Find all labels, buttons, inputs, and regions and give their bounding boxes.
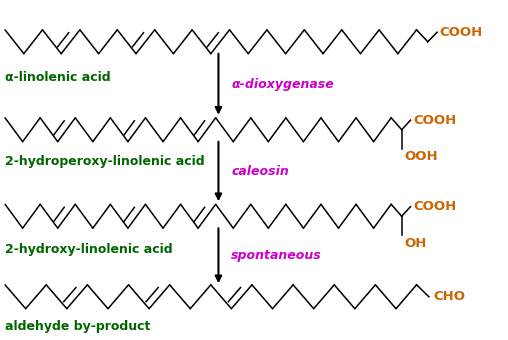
Text: COOH: COOH bbox=[439, 26, 483, 39]
Text: caleosin: caleosin bbox=[231, 165, 289, 178]
Text: COOH: COOH bbox=[413, 114, 456, 127]
Text: 2-hydroxy-linolenic acid: 2-hydroxy-linolenic acid bbox=[5, 242, 173, 256]
Text: α-dioxygenase: α-dioxygenase bbox=[231, 78, 334, 91]
Text: α-linolenic acid: α-linolenic acid bbox=[5, 71, 111, 84]
Text: OOH: OOH bbox=[404, 150, 438, 163]
Text: 2-hydroperoxy-linolenic acid: 2-hydroperoxy-linolenic acid bbox=[5, 155, 205, 168]
Text: CHO: CHO bbox=[433, 290, 465, 303]
Text: spontaneous: spontaneous bbox=[231, 249, 322, 262]
Text: aldehyde by-product: aldehyde by-product bbox=[5, 320, 150, 333]
Text: COOH: COOH bbox=[413, 200, 456, 213]
Text: OH: OH bbox=[404, 237, 427, 250]
